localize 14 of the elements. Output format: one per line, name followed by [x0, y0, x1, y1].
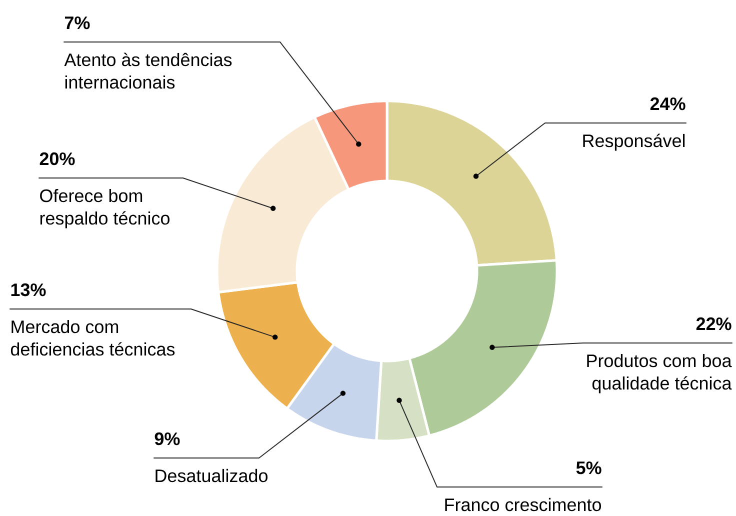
slice-label: Atento às tendências internacionais — [64, 52, 232, 89]
data-label: 9% — [154, 432, 180, 446]
data-label: 13% — [11, 283, 46, 296]
data-label: 22% — [696, 317, 732, 330]
data-label: 24% — [650, 97, 686, 110]
slice-label: Franco crescimento — [445, 498, 602, 512]
slice-label: Mercado com deficiencias técnicas — [10, 320, 175, 356]
slice-label: Produtos com boa qualidade técnica — [587, 354, 732, 394]
data-label: 20% — [40, 152, 75, 166]
slice-label: Responsável — [583, 134, 685, 151]
data-label: 5% — [576, 461, 602, 474]
data-label: 7% — [64, 16, 90, 30]
slice-label: Desatualizado — [156, 468, 268, 482]
slice-label: Oferece bom respaldo técnico — [40, 188, 170, 228]
